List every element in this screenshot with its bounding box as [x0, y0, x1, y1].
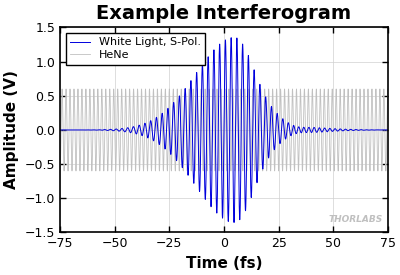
White Light, S-Pol.	[267, 148, 272, 152]
White Light, S-Pol.	[58, 128, 62, 132]
Title: Example Interferogram: Example Interferogram	[96, 4, 352, 23]
Legend: White Light, S-Pol., HeNe: White Light, S-Pol., HeNe	[66, 33, 206, 65]
HeNe	[352, 169, 356, 172]
White Light, S-Pol.	[385, 128, 390, 131]
HeNe	[386, 87, 390, 91]
White Light, S-Pol.	[232, 221, 236, 224]
Text: THORLABS: THORLABS	[329, 215, 383, 224]
HeNe	[205, 162, 210, 166]
HeNe	[267, 104, 272, 108]
Y-axis label: Amplitude (V): Amplitude (V)	[4, 70, 19, 189]
HeNe	[381, 101, 386, 104]
White Light, S-Pol.	[229, 36, 234, 39]
White Light, S-Pol.	[386, 128, 390, 131]
HeNe	[342, 112, 347, 115]
White Light, S-Pol.	[381, 128, 386, 132]
White Light, S-Pol.	[342, 128, 347, 131]
HeNe	[385, 112, 390, 116]
Line: HeNe: HeNe	[60, 89, 388, 171]
White Light, S-Pol.	[205, 76, 210, 79]
X-axis label: Time (fs): Time (fs)	[186, 256, 262, 271]
White Light, S-Pol.	[352, 129, 356, 132]
Line: White Light, S-Pol.: White Light, S-Pol.	[60, 38, 388, 222]
HeNe	[58, 169, 62, 173]
